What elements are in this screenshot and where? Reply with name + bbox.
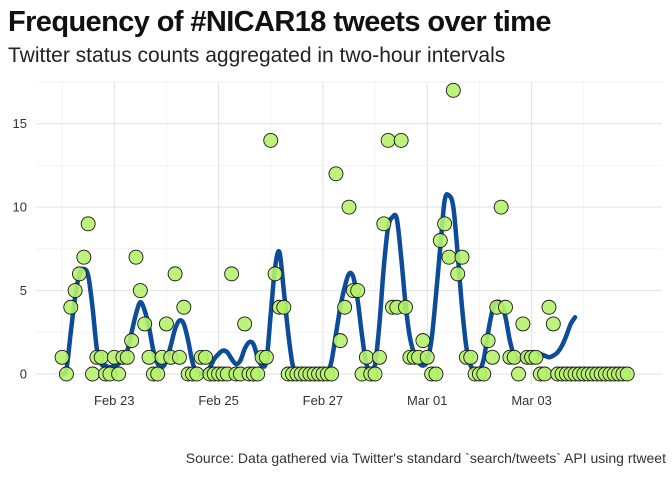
data-point bbox=[350, 283, 366, 299]
data-point bbox=[67, 283, 83, 299]
data-point bbox=[337, 299, 353, 315]
data-point bbox=[437, 216, 453, 232]
data-point bbox=[76, 249, 92, 265]
data-point bbox=[198, 349, 213, 365]
data-point bbox=[515, 316, 531, 332]
data-point bbox=[485, 349, 500, 365]
data-point bbox=[506, 349, 522, 365]
data-point bbox=[63, 299, 79, 315]
data-point bbox=[371, 349, 387, 365]
data-point bbox=[176, 299, 192, 315]
x-tick-label: Feb 27 bbox=[303, 393, 343, 408]
data-point bbox=[441, 249, 457, 265]
data-point bbox=[367, 366, 383, 382]
y-tick-label: 15 bbox=[13, 116, 27, 131]
data-point bbox=[137, 316, 153, 332]
data-point bbox=[150, 366, 166, 382]
data-point bbox=[258, 349, 274, 365]
data-point bbox=[376, 216, 392, 232]
data-point bbox=[224, 266, 240, 282]
points-layer bbox=[54, 82, 635, 382]
data-point bbox=[54, 349, 70, 365]
data-point bbox=[341, 199, 357, 215]
data-point bbox=[58, 366, 74, 382]
data-point bbox=[511, 366, 526, 382]
data-point bbox=[237, 316, 253, 332]
data-point bbox=[93, 349, 109, 365]
data-point bbox=[189, 366, 205, 382]
major-gridlines bbox=[36, 82, 662, 384]
data-point bbox=[167, 266, 183, 282]
data-point bbox=[450, 266, 466, 282]
data-point bbox=[172, 349, 187, 365]
data-point bbox=[528, 349, 544, 365]
data-point bbox=[445, 82, 461, 98]
data-point bbox=[415, 333, 431, 349]
y-tick-label: 5 bbox=[20, 283, 27, 298]
data-point bbox=[619, 366, 635, 382]
data-point bbox=[428, 366, 444, 382]
data-point bbox=[476, 366, 492, 382]
data-point bbox=[380, 132, 396, 148]
data-point bbox=[324, 366, 340, 382]
y-axis: 0 5 10 15 bbox=[13, 116, 27, 381]
x-tick-label: Mar 01 bbox=[407, 393, 447, 408]
x-tick-label: Feb 25 bbox=[198, 393, 238, 408]
data-point bbox=[393, 132, 409, 148]
x-tick-label: Feb 23 bbox=[94, 393, 134, 408]
data-point bbox=[85, 366, 100, 382]
data-point bbox=[537, 366, 553, 382]
data-point bbox=[480, 333, 496, 349]
data-point bbox=[132, 283, 148, 299]
x-tick-label: Mar 03 bbox=[511, 393, 551, 408]
data-point bbox=[128, 249, 144, 265]
data-point bbox=[111, 366, 127, 382]
data-point bbox=[463, 349, 479, 365]
data-point bbox=[250, 366, 266, 382]
data-point bbox=[498, 299, 513, 315]
data-point bbox=[276, 299, 292, 315]
data-point bbox=[80, 216, 96, 232]
data-point bbox=[158, 316, 174, 332]
x-axis: Feb 23 Feb 25 Feb 27 Mar 01 Mar 03 bbox=[94, 393, 552, 408]
data-point bbox=[332, 333, 348, 349]
data-point bbox=[541, 299, 557, 315]
data-point bbox=[493, 199, 509, 215]
y-tick-label: 10 bbox=[13, 200, 27, 215]
data-point bbox=[267, 266, 283, 282]
data-point bbox=[545, 316, 561, 332]
chart-subtitle: Twitter status counts aggregated in two-… bbox=[8, 44, 506, 67]
data-point bbox=[119, 349, 135, 365]
data-point bbox=[432, 233, 448, 248]
data-point bbox=[398, 299, 413, 315]
chart-title: Frequency of #NICAR18 tweets over time bbox=[8, 6, 551, 38]
data-point bbox=[358, 349, 374, 365]
data-point bbox=[72, 266, 87, 282]
data-point bbox=[454, 249, 470, 265]
data-point bbox=[124, 333, 140, 349]
chart-caption: Source: Data gathered via Twitter's stan… bbox=[185, 450, 666, 466]
minor-gridlines bbox=[36, 81, 662, 384]
y-tick-label: 0 bbox=[20, 366, 27, 381]
data-point bbox=[419, 349, 435, 365]
data-point bbox=[263, 132, 279, 148]
data-point bbox=[328, 166, 344, 182]
data-point bbox=[141, 349, 157, 365]
